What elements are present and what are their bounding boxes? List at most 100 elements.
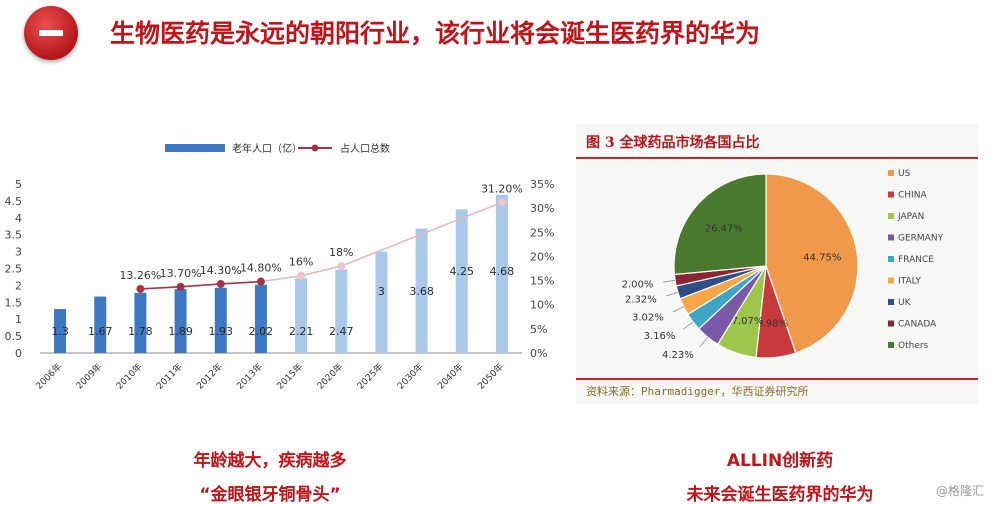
pie-legend-swatch — [888, 320, 894, 327]
share-point — [297, 271, 306, 280]
population-bar — [495, 194, 508, 353]
x-tick-label: 2013年 — [234, 361, 265, 392]
pie-slice-label: 26.47% — [705, 224, 743, 235]
x-tick-label: 2020年 — [314, 361, 345, 392]
share-point — [337, 262, 346, 271]
left-caption-line2: “金眼银牙铜骨头” — [199, 485, 341, 505]
y2-tick-label: 30% — [530, 202, 554, 215]
population-bar-label: 1.67 — [88, 325, 113, 338]
population-bar — [415, 228, 428, 353]
share-point — [497, 198, 506, 207]
pie-slice-label: 2.00% — [622, 280, 654, 291]
population-bar — [54, 309, 67, 353]
pie-legend-label: UK — [898, 298, 912, 308]
population-bar-label: 1.89 — [168, 325, 193, 338]
section-badge — [24, 6, 78, 60]
pie-slice-label: 7.07% — [732, 316, 764, 327]
elderly-population-chart: 老年人口（亿） 占人口总数 0 0.5 1 1.5 2 2.5 3 3.5 4 4.5 5 0% 5% 10%… — [0, 128, 560, 410]
pie-legend-label: GERMANY — [898, 234, 944, 244]
population-bar-label: 2.02 — [249, 325, 274, 338]
x-tick-label: 2050年 — [475, 361, 506, 392]
y2-tick-label: 25% — [530, 226, 554, 239]
pie-legend-label: US — [898, 169, 911, 179]
y2-tick-label: 20% — [530, 250, 554, 263]
population-bar — [214, 287, 227, 353]
share-point-label: 31.20% — [481, 182, 523, 195]
pie-slice-label: 4.23% — [662, 350, 694, 361]
right-caption-line2: 未来会诞生医药界的华为 — [686, 485, 874, 505]
market-share-panel: 图 3 全球药品市场各国占比 44.75% 6.98% 7.07% 4.23% 3.16… — [576, 124, 978, 404]
population-bar-label: 1.78 — [128, 325, 153, 338]
population-bar-label: 1.3 — [51, 325, 69, 338]
legend-label-population: 老年人口（亿） — [232, 142, 302, 155]
pie-leader-line — [683, 321, 694, 330]
population-bar-label: 2.21 — [289, 325, 314, 338]
x-tick-label: 2040年 — [435, 361, 466, 392]
pie-legend-label: CANADA — [898, 320, 937, 330]
y-tick-label: 1.5 — [5, 296, 23, 309]
population-bar — [254, 284, 267, 353]
population-bar — [174, 289, 187, 353]
share-point-label: 13.70% — [160, 267, 202, 280]
y-tick-label: 0.5 — [5, 330, 23, 343]
y2-tick-label: 10% — [530, 299, 554, 312]
pie-legend-swatch — [888, 256, 894, 262]
population-bar — [134, 292, 147, 353]
watermark: @格隆汇 — [936, 484, 985, 498]
pie-leader-line — [699, 336, 709, 347]
pie-legend-label: FRANCE — [898, 255, 934, 265]
share-point-label: 13.26% — [119, 269, 161, 282]
x-tick-label: 2025年 — [354, 361, 385, 392]
pie-legend-label: Others — [898, 341, 929, 351]
pie-legend-swatch — [888, 191, 894, 198]
pie-slice-label: 2.32% — [625, 295, 657, 306]
x-tick-label: 2010年 — [113, 361, 144, 392]
pie-slice-label: 6.98% — [756, 319, 788, 330]
y-tick-label: 4 — [15, 212, 22, 225]
pie-legend-label: JAPAN — [897, 212, 924, 222]
y-tick-label: 0 — [15, 347, 22, 360]
pie-slice-others — [673, 173, 767, 276]
pie-legend-label: CHINA — [898, 191, 927, 201]
pie-slice-label: 44.75% — [803, 253, 841, 264]
population-bar-label: 4.25 — [450, 265, 475, 278]
population-bar — [375, 251, 388, 353]
market-share-pie-svg: 44.75% 6.98%7.07% 4.23% 3.16% 3.02% 2.32% 2.00… — [622, 169, 944, 361]
population-bar-label: 2.47 — [329, 325, 354, 338]
pie-slice-label: 3.02% — [632, 312, 664, 323]
pie-legend-swatch — [888, 234, 894, 241]
pie-leader-line — [672, 306, 684, 313]
x-tick-label: 2006年 — [33, 361, 64, 392]
x-tick-label: 2012年 — [194, 361, 225, 392]
share-point-label: 14.30% — [200, 264, 242, 277]
population-bar — [455, 209, 468, 353]
x-tick-label: 2011年 — [154, 361, 185, 392]
y-tick-label: 1 — [15, 313, 22, 326]
source-note: 资料来源：Pharmadigger，华西证券研究所 — [586, 385, 809, 398]
pie-legend-swatch — [888, 213, 894, 219]
share-point-label: 18% — [329, 246, 353, 259]
population-bar-label: 3 — [378, 285, 385, 298]
y-tick-label: 2 — [15, 279, 22, 292]
share-point-label: 14.80% — [240, 262, 282, 275]
y-tick-label: 5 — [15, 178, 22, 191]
y2-tick-label: 5% — [530, 323, 547, 336]
pie-legend-swatch — [888, 277, 894, 284]
y-tick-label: 3 — [15, 246, 22, 259]
y2-tick-label: 0% — [530, 347, 547, 360]
x-tick-label: 2009年 — [73, 361, 104, 392]
pie-legend-swatch — [888, 170, 894, 176]
y2-tick-label: 15% — [530, 275, 554, 288]
population-bar-label: 1.93 — [209, 325, 234, 338]
pie-legend-swatch — [888, 342, 894, 348]
y-tick-label: 2.5 — [5, 263, 23, 276]
population-bar — [94, 296, 107, 353]
share-point — [216, 279, 225, 288]
x-tick-label: 2030年 — [395, 361, 426, 392]
left-caption-line1: 年龄越大，疾病越多 — [193, 451, 347, 471]
pie-slice-us — [765, 173, 859, 354]
pie-leader-line — [666, 292, 678, 297]
pie-chart-title: 图 3 全球药品市场各国占比 — [586, 135, 760, 151]
population-bar-label: 3.68 — [409, 285, 434, 298]
share-point — [136, 284, 145, 293]
